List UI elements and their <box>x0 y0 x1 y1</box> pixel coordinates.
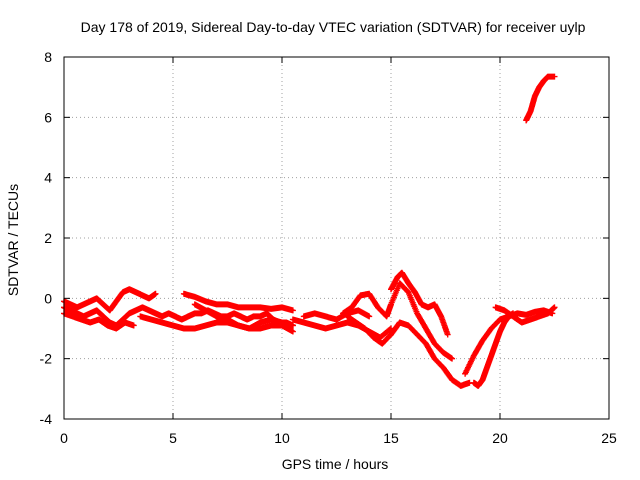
x-tick-label: 0 <box>60 430 68 446</box>
y-tick-label: -4 <box>40 411 53 427</box>
marker-path <box>340 280 456 362</box>
x-tick-label: 10 <box>274 430 290 446</box>
series-arc-5 <box>180 290 296 314</box>
marker-path <box>344 313 473 389</box>
y-tick-label: -2 <box>40 351 53 367</box>
y-tick-label: 0 <box>44 290 52 306</box>
x-tick-label: 20 <box>492 430 508 446</box>
marker-path <box>300 307 373 323</box>
series-arc-11 <box>388 269 451 338</box>
x-tick-label: 15 <box>383 430 399 446</box>
series-arc-6 <box>191 301 296 332</box>
marker-path <box>523 73 558 124</box>
marker-path <box>180 290 296 314</box>
y-axis-label: SDTVAR / TECUs <box>5 184 21 296</box>
axis-ticks: 0 5 10 15 20 25 -4 -2 0 2 4 6 8 <box>40 49 617 446</box>
grid-lines <box>64 57 609 419</box>
y-tick-label: 2 <box>44 230 52 246</box>
marker-path <box>191 301 296 332</box>
marker-path <box>470 310 517 389</box>
x-axis-label: GPS time / hours <box>282 456 389 472</box>
x-tick-label: 5 <box>169 430 177 446</box>
chart-title: Day 178 of 2019, Sidereal Day-to-day VTE… <box>81 19 586 35</box>
marker-path <box>492 304 558 326</box>
series-arc-9 <box>340 280 456 362</box>
series-arc-14 <box>492 304 558 326</box>
y-tick-label: 6 <box>44 109 52 125</box>
y-tick-label: 4 <box>44 170 52 186</box>
series-arc-15 <box>523 73 558 124</box>
series-arc-7 <box>289 316 394 341</box>
marker-path <box>388 269 451 338</box>
marker-path <box>289 316 394 341</box>
series-arc-13 <box>470 310 517 389</box>
series-arc-8 <box>300 307 373 323</box>
x-tick-label: 25 <box>601 430 617 446</box>
data-points <box>61 73 558 389</box>
y-tick-label: 8 <box>44 49 52 65</box>
series-arc-10 <box>344 313 473 389</box>
